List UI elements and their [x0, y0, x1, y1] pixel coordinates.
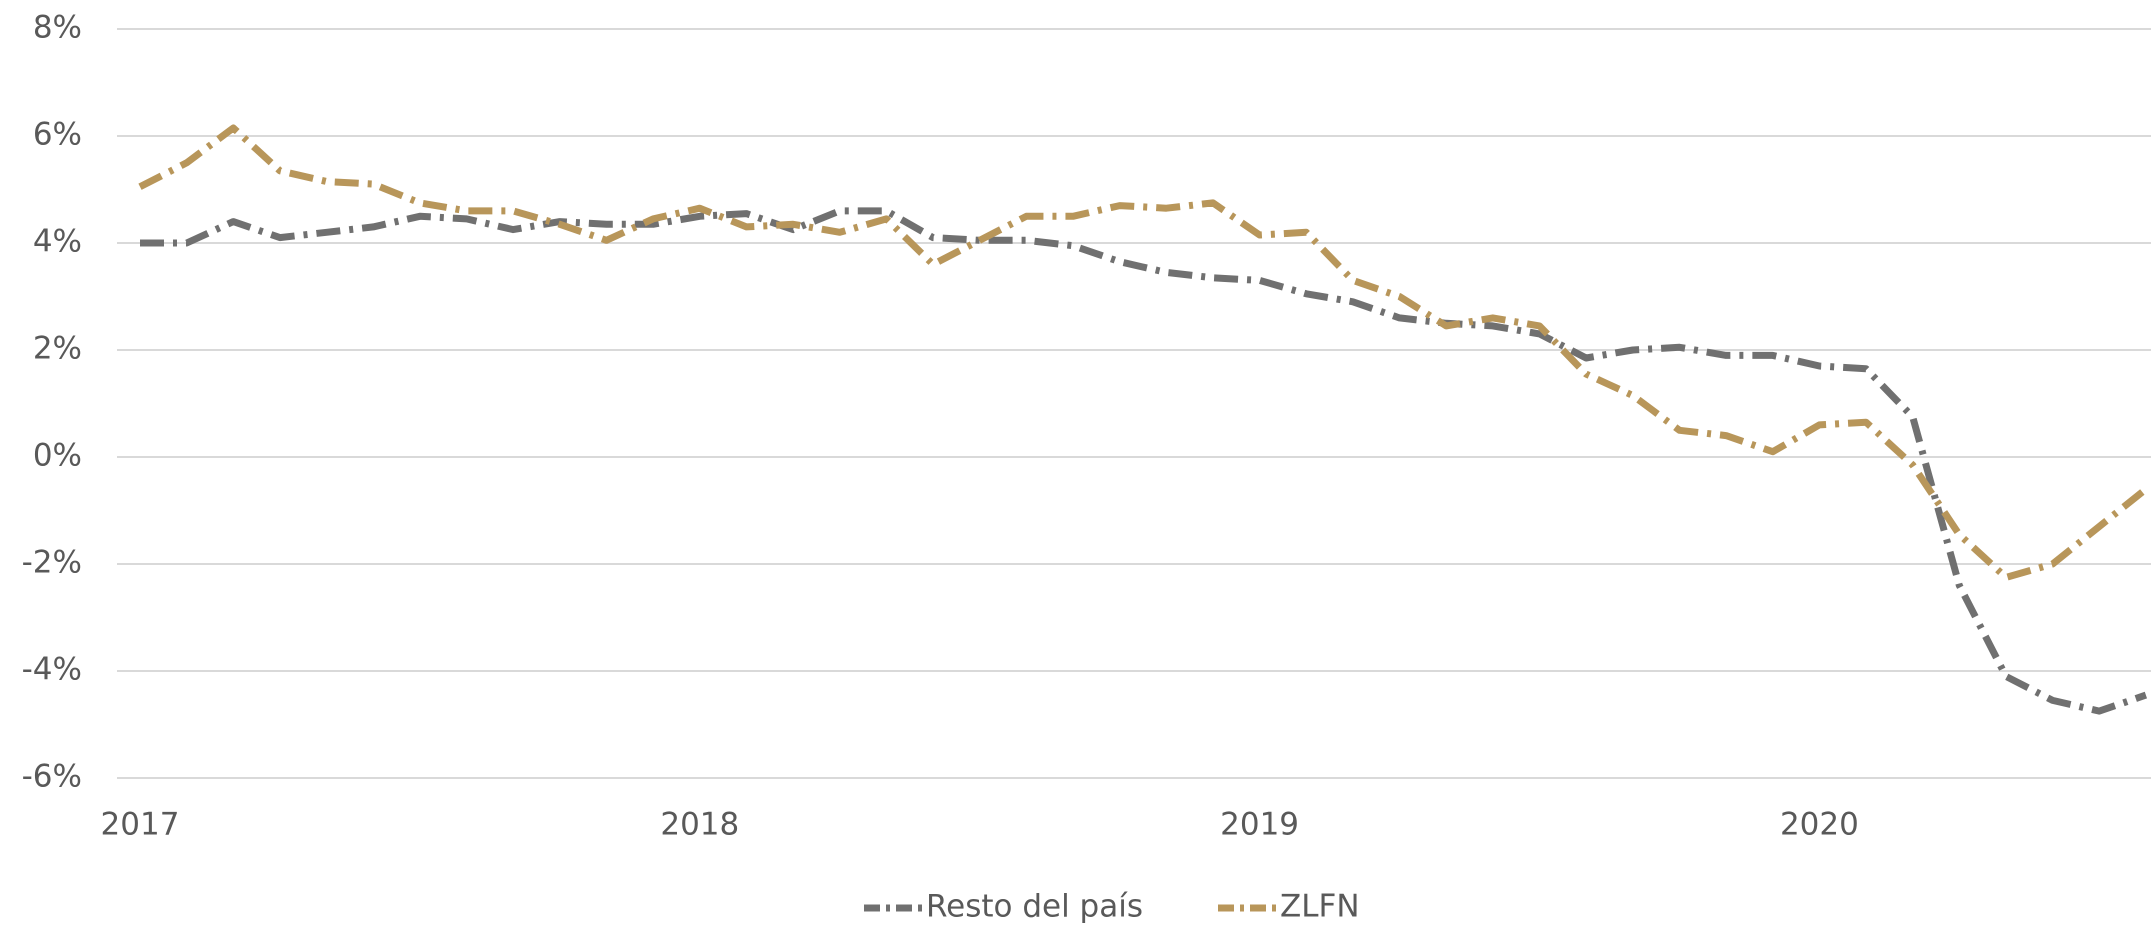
- y-tick-label: -2%: [22, 545, 82, 581]
- y-tick-label: -4%: [22, 652, 82, 688]
- x-tick-label: 2019: [1220, 807, 1299, 843]
- y-tick-label: 0%: [33, 438, 82, 474]
- y-tick-label: -6%: [22, 759, 82, 795]
- line-series: [138, 124, 2149, 581]
- legend-label: ZLFN: [1280, 889, 1360, 925]
- x-tick-label: 2017: [101, 807, 180, 843]
- line-series: [140, 207, 2148, 715]
- x-tick-label: 2018: [660, 807, 739, 843]
- y-tick-label: 2%: [33, 331, 82, 367]
- y-tick-label: 6%: [33, 117, 82, 153]
- y-tick-label: 4%: [33, 224, 82, 260]
- legend-label: Resto del país: [926, 889, 1143, 925]
- y-tick-label: 8%: [33, 10, 82, 46]
- x-tick-label: 2020: [1780, 807, 1859, 843]
